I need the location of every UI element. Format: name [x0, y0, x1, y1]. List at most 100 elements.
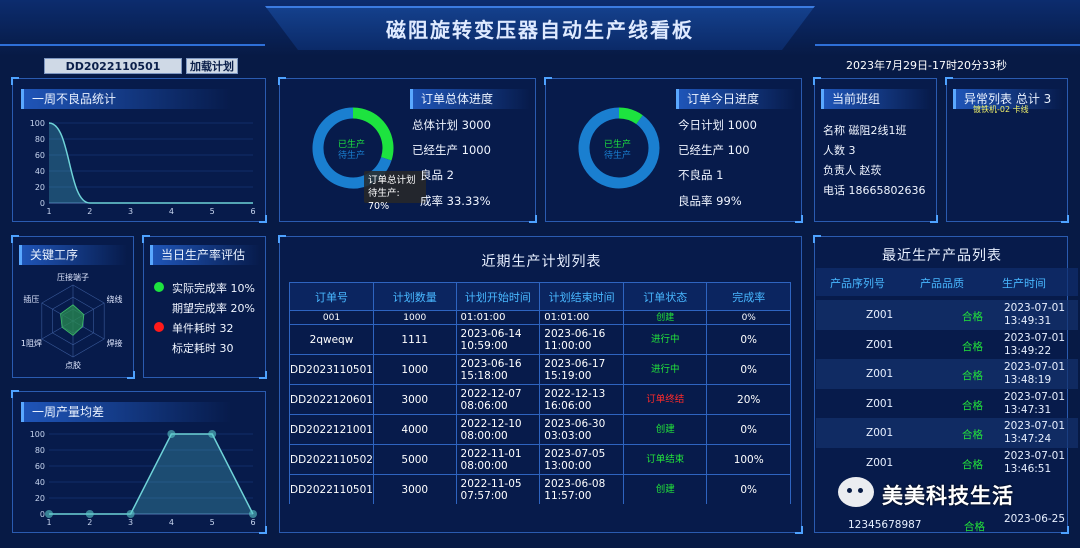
alarm-list-title: 异常列表 总计 3 — [953, 89, 1063, 109]
today-yield-rate: 良品率 99% — [678, 194, 742, 208]
date-part: 2022-12-10 — [460, 417, 522, 430]
x-tick-label: 6 — [250, 207, 255, 216]
col-end-time[interactable]: 计划结束时间 — [539, 282, 624, 311]
col-quality[interactable]: 产品品质 — [920, 277, 964, 290]
x-tick-label: 4 — [169, 518, 174, 527]
title-line-right — [815, 44, 1080, 46]
x-tick-label: 6 — [250, 518, 255, 527]
cell-order-no: DD2022110501 — [289, 474, 374, 504]
products-partial-row[interactable]: 12345678987 合格 2023-06-25 — [816, 492, 1078, 532]
col-status[interactable]: 订单状态 — [622, 282, 708, 311]
time-part: 13:00:00 — [544, 459, 592, 472]
unit-time: 单件耗时 32 — [172, 322, 234, 335]
schedule-title: 近期生产计划列表 — [481, 254, 602, 270]
y-tick-label: 100 — [30, 430, 45, 439]
time-part: 08:00:00 — [460, 429, 508, 442]
defects-line — [48, 122, 253, 204]
col-serial[interactable]: 产品序列号 — [830, 277, 885, 290]
shift-leader: 负责人 赵莰 — [823, 164, 882, 177]
col-start-time[interactable]: 计划开始时间 — [455, 282, 541, 311]
alarm-list-panel: 异常列表 总计 3 镀铁机-02 卡线 — [945, 77, 1069, 223]
title-line-left — [0, 44, 265, 46]
cell-status: 订单结束 — [622, 444, 708, 475]
weekly-defects-panel: 一周不良品统计 0 20 40 60 80 100 1 2 3 4 5 6 — [11, 77, 267, 223]
y-tick-label: 40 — [35, 167, 45, 176]
order-number-select[interactable]: DD2022110501 — [44, 58, 182, 74]
date-part: 2023-06-16 — [460, 357, 522, 370]
products-header-row: 产品序列号 产品品质 生产时间 — [816, 268, 1078, 296]
y-tick-label: 100 — [30, 119, 45, 128]
y-tick-label: 20 — [35, 494, 45, 503]
table-row[interactable]: DD2022110501 3000 2022-11-05 07:57:00 2023-0… — [289, 474, 791, 504]
radar-label: 焊接 — [107, 338, 123, 348]
cell-start-time: 2022-12-07 08:06:00 — [455, 384, 541, 415]
col-plan-qty[interactable]: 计划数量 — [372, 282, 457, 311]
x-tick-label: 3 — [128, 518, 133, 527]
total-yield-rate: 成率 33.33% — [420, 194, 491, 208]
title-plate — [265, 6, 815, 50]
schedule-table-viewport[interactable]: 订单号 计划数量 计划开始时间 计划结束时间 订单状态 完成率 001 1000… — [289, 282, 791, 504]
table-row[interactable]: DD2022121001 4000 2022-12-10 08:00:00 2023-0… — [289, 414, 791, 445]
time-part: 07:57:00 — [460, 489, 508, 502]
today-donut-todo-label: 待生产 — [604, 151, 632, 161]
col-completion[interactable]: 完成率 — [706, 282, 791, 311]
output-point — [249, 510, 257, 518]
y-tick-label: 20 — [35, 183, 45, 192]
load-plan-button[interactable]: 加载计划 — [186, 58, 238, 74]
cell-start-time: 2022-11-01 08:00:00 — [455, 444, 541, 475]
date-part: 2023-06-16 — [544, 327, 606, 340]
table-row[interactable]: DD2023110501 1000 2023-06-16 15:18:00 2023-0… — [289, 354, 791, 385]
radar-label: 点胶 — [65, 360, 81, 370]
y-tick-label: 80 — [35, 446, 45, 455]
watermark-text: 美美科技生活 — [882, 484, 1014, 508]
y-tick-label: 0 — [40, 510, 45, 519]
table-row[interactable]: DD2022120601 3000 2022-12-07 08:06:00 2022-1… — [289, 384, 791, 415]
total-donut-slice — [352, 107, 394, 161]
cell-status: 进行中 — [622, 354, 708, 385]
current-shift-panel: 当前班组 名称 磁阻2线1班 人数 3 负责人 赵莰 电话 1866580263… — [813, 77, 938, 223]
cell-completion: 0% — [706, 354, 791, 385]
today-donut-slice — [578, 107, 660, 189]
table-row-partial[interactable]: 001 1000 01:01:00 01:01:00 创建 0% — [289, 310, 791, 325]
date-part: 2023-06-17 — [544, 357, 606, 370]
cell-plan-qty: 1000 — [372, 354, 457, 385]
cell-end-time: 2023-06-30 03:03:00 — [539, 414, 624, 445]
today-progress-title: 订单今日进度 — [676, 89, 796, 109]
cell-end-time: 2023-07-05 13:00:00 — [539, 444, 624, 475]
key-process-panel: 关键工序 压接端子 绕线 焊接 点胶 1阻焊 插压 — [11, 235, 135, 379]
date-part: 2022-11-05 — [460, 477, 522, 490]
date-part: 2023-06-30 — [544, 417, 606, 430]
today-produced: 已经生产 100 — [678, 143, 750, 157]
radar-label: 压接端子 — [57, 272, 89, 282]
table-row[interactable]: DD2022110502 5000 2022-11-01 08:00:00 2023-0… — [289, 444, 791, 475]
partial-serial: 12345678987 — [848, 519, 922, 531]
output-variance-title: 一周产量均差 — [21, 402, 231, 422]
schedule-table: 订单号 计划数量 计划开始时间 计划结束时间 订单状态 完成率 001 1000… — [289, 282, 791, 504]
col-time[interactable]: 生产时间 — [1002, 277, 1046, 290]
x-tick-label: 3 — [128, 207, 133, 216]
y-tick-label: 60 — [35, 151, 45, 160]
cell-status: 创建 — [622, 310, 708, 325]
total-produced: 已经生产 1000 — [412, 143, 491, 157]
standard-time: 标定耗时 30 — [172, 342, 234, 355]
cell-order-no: 001 — [289, 310, 374, 325]
time-part: 16:06:00 — [544, 399, 592, 412]
donut-todo-label: 待生产 — [338, 151, 366, 161]
time-part: 08:06:00 — [460, 399, 508, 412]
y-tick-label: 60 — [35, 462, 45, 471]
weekly-defects-title: 一周不良品统计 — [21, 89, 231, 109]
today-donut-slice — [618, 107, 643, 125]
radar-label: 绕线 — [107, 294, 123, 304]
cell-start-time: 01:01:00 — [455, 310, 541, 325]
cell-status: 创建 — [622, 414, 708, 445]
cell-plan-qty: 1111 — [372, 324, 457, 355]
today-progress-panel: 订单今日进度 已生产 待生产 今日计划 1000 已经生产 100 不良品 1 … — [544, 77, 803, 223]
cell-start-time: 2022-12-10 08:00:00 — [455, 414, 541, 445]
current-datetime: 2023年7月29日-17时20分33秒 — [846, 59, 1007, 72]
cell-plan-qty: 1000 — [372, 310, 457, 325]
table-row[interactable]: 2qweqw 1111 2023-06-14 10:59:00 2023-06-16 11… — [289, 324, 791, 355]
cell-completion: 100% — [706, 444, 791, 475]
cell-plan-qty: 5000 — [372, 444, 457, 475]
time-part: 11:00:00 — [544, 339, 592, 352]
col-order-no[interactable]: 订单号 — [289, 282, 374, 311]
